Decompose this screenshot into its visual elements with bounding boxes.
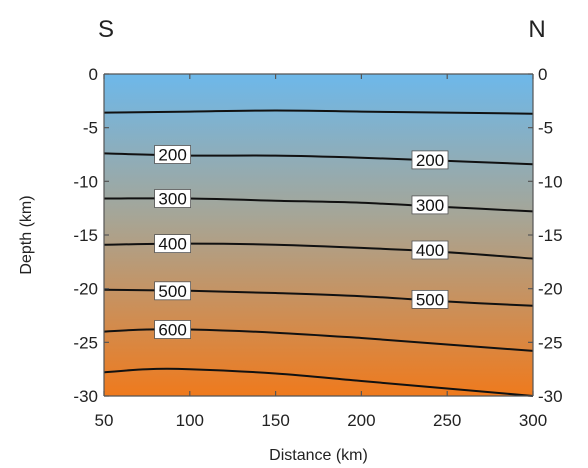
contour-label-text: 300 bbox=[416, 196, 444, 215]
y-tick-label: -15 bbox=[73, 226, 98, 245]
contour-label: 200 bbox=[411, 150, 449, 170]
contour-label-text: 300 bbox=[158, 190, 186, 209]
y-axis-label: Depth (km) bbox=[18, 195, 35, 274]
contour-label: 400 bbox=[411, 240, 449, 260]
contour-label-text: 500 bbox=[158, 282, 186, 301]
y-tick-label-right: -10 bbox=[538, 172, 563, 191]
contour-label-text: 200 bbox=[158, 146, 186, 165]
contour-label-box bbox=[411, 289, 449, 309]
south-label: S bbox=[98, 16, 114, 43]
y-tick-label-right: 0 bbox=[538, 65, 547, 84]
contour-label: 300 bbox=[154, 189, 192, 209]
contour-label: 500 bbox=[411, 289, 449, 309]
x-tick-label: 200 bbox=[347, 411, 375, 430]
y-tick-label: 0 bbox=[89, 65, 98, 84]
contour-line bbox=[103, 109, 534, 115]
y-tick-label: -10 bbox=[73, 172, 98, 191]
contour-label: 200 bbox=[154, 145, 192, 165]
y-tick-label: -5 bbox=[83, 119, 98, 138]
contour-label-box bbox=[154, 281, 192, 301]
x-tick-label: 300 bbox=[519, 411, 547, 430]
contour-labels-layer: 200 200 300 300 400 400 500 500 600 bbox=[154, 145, 449, 340]
contour-label-box bbox=[154, 189, 192, 208]
y-tick-label-right: -30 bbox=[538, 387, 563, 406]
y-tick-label-right: -20 bbox=[538, 280, 563, 299]
contour-label-box bbox=[411, 240, 449, 260]
contour-label: 400 bbox=[154, 234, 192, 254]
contour-label-text: 400 bbox=[158, 235, 186, 254]
y-tick-label-right: -5 bbox=[538, 119, 553, 138]
contour-label-box bbox=[154, 320, 192, 339]
y-tick-label: -25 bbox=[73, 333, 98, 352]
contour-label-box bbox=[154, 145, 192, 164]
x-tick-label: 100 bbox=[176, 411, 204, 430]
x-axis-label: Distance (km) bbox=[269, 447, 368, 464]
contour-label-box bbox=[411, 150, 449, 170]
contour-label-text: 400 bbox=[416, 241, 444, 260]
north-label: N bbox=[528, 16, 545, 43]
contour-label: 300 bbox=[411, 195, 449, 215]
contour-label-box bbox=[411, 195, 449, 215]
x-tick-label: 150 bbox=[261, 411, 289, 430]
contour-label-text: 500 bbox=[416, 290, 444, 309]
ticks-layer: 50 100 150 200 250 300 0 0 -5 -5 -10 -10 -15 -15 -20 -2… bbox=[73, 65, 562, 430]
contour-label: 600 bbox=[154, 320, 192, 340]
y-tick-label: -30 bbox=[73, 387, 98, 406]
y-tick-label-right: -15 bbox=[538, 226, 563, 245]
contour-label-box bbox=[154, 234, 192, 254]
y-tick-label: -20 bbox=[73, 280, 98, 299]
contour-line bbox=[103, 367, 534, 397]
y-tick-label-right: -25 bbox=[538, 333, 563, 352]
x-tick-label: 250 bbox=[433, 411, 461, 430]
contour-label: 500 bbox=[154, 281, 192, 301]
x-tick-label: 50 bbox=[95, 411, 114, 430]
contour-line bbox=[103, 328, 534, 352]
contour-label-text: 600 bbox=[158, 321, 186, 340]
contour-label-text: 200 bbox=[416, 151, 444, 170]
